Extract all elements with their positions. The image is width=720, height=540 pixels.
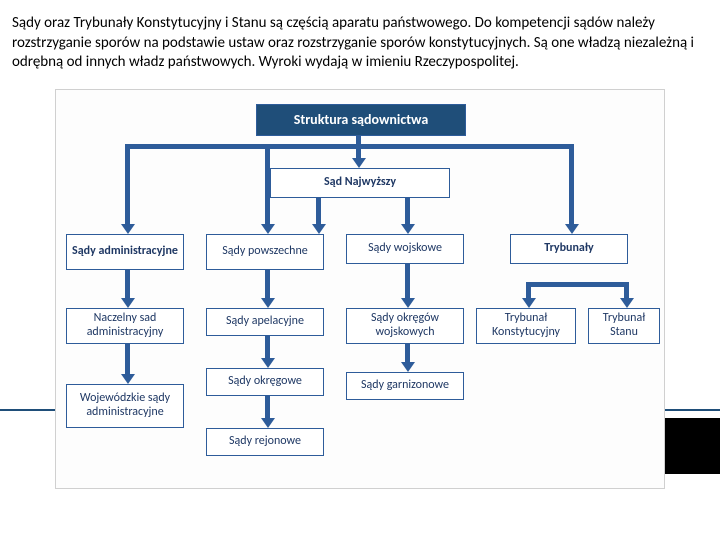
node-tk: Trybunał Konstytucyjny <box>476 308 576 344</box>
court-structure-diagram: Struktura sądownictwa Sąd Najwyższy Sądy a… <box>55 89 665 489</box>
node-label: Struktura sądownictwa <box>294 112 429 127</box>
node-nsa: Naczelny sad administracyjny <box>66 308 184 344</box>
node-srej: Sądy rejonowe <box>206 428 324 456</box>
node-tryb: Trybunały <box>510 234 628 264</box>
intro-paragraph: Sądy oraz Trybunały Konstytucyjny i Stan… <box>0 0 720 79</box>
node-sapel: Sądy apelacyjne <box>206 308 324 336</box>
node-label: Sądy garnizonowe <box>361 379 449 392</box>
node-sadm: Sądy administracyjne <box>66 234 184 270</box>
node-label: Trybunały <box>544 242 593 255</box>
node-ts: Trybunał Stanu <box>588 308 660 344</box>
node-wsa: Wojewódzkie sądy administracyjne <box>66 384 184 428</box>
node-label: Sądy administracyjne <box>72 245 178 258</box>
node-sokrw: Sądy okręgów wojskowych <box>346 308 464 344</box>
node-sokr: Sądy okręgowe <box>206 368 324 396</box>
node-label: Sąd Najwyższy <box>324 176 396 189</box>
node-label: Trybunał Konstytucyjny <box>480 312 572 338</box>
node-label: Sądy powszechne <box>222 245 307 258</box>
node-root: Struktura sądownictwa <box>256 104 466 136</box>
node-label: Sądy apelacyjne <box>226 315 304 328</box>
node-label: Sądy rejonowe <box>229 435 301 448</box>
node-label: Naczelny sad administracyjny <box>70 312 180 338</box>
node-label: Sądy okręgowe <box>228 375 302 388</box>
node-label: Sądy okręgów wojskowych <box>350 312 460 338</box>
node-label: Sądy wojskowe <box>368 242 442 255</box>
node-label: Wojewódzkie sądy administracyjne <box>70 392 180 418</box>
node-sgarn: Sądy garnizonowe <box>346 372 464 400</box>
node-sn: Sąd Najwyższy <box>270 168 450 198</box>
node-swoj: Sądy wojskowe <box>346 234 464 264</box>
node-spow: Sądy powszechne <box>206 234 324 270</box>
node-label: Trybunał Stanu <box>592 312 656 338</box>
